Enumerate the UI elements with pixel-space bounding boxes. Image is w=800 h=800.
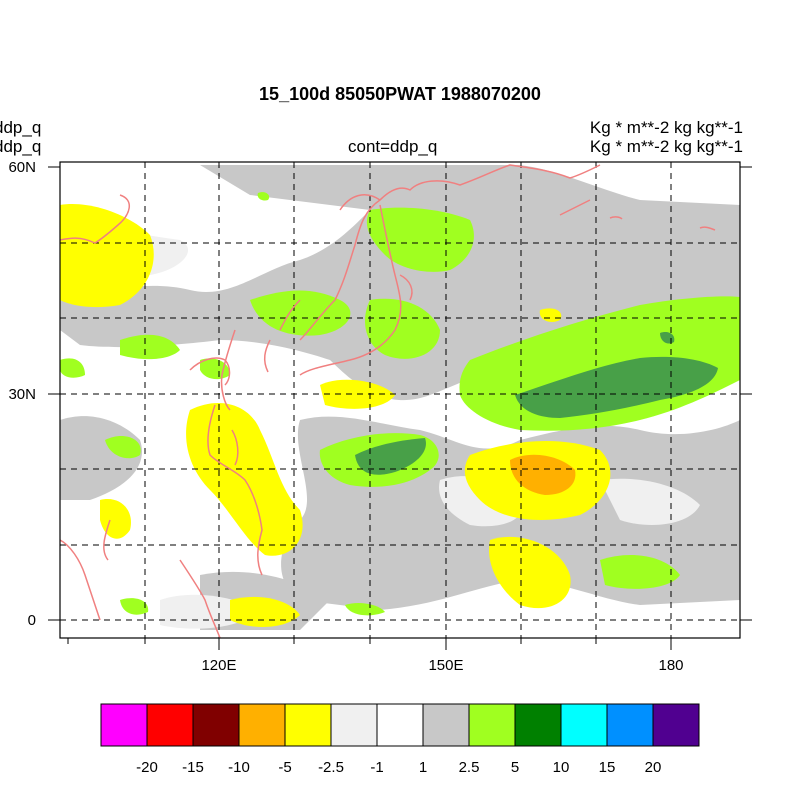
axis-ticks [48, 166, 752, 650]
colorbar-box [100, 703, 148, 747]
colorbar-label: -1 [370, 759, 383, 776]
colorbar-label: -15 [182, 759, 204, 776]
lat-tick-30n: 30N [8, 386, 36, 403]
colorbar-box [284, 703, 332, 747]
lon-tick-120e: 120E [201, 657, 236, 674]
colorbar-label: 1 [419, 759, 427, 776]
grid-lines [60, 162, 740, 638]
colorbar-label: -20 [136, 759, 158, 776]
coastlines [60, 164, 716, 638]
lon-tick-150e: 150E [428, 657, 463, 674]
colorbar-box [376, 703, 424, 747]
colorbar-label: -2.5 [318, 759, 344, 776]
colorbar-labels: -20 -15 -10 -5 -2.5 -1 1 2.5 5 10 15 20 [136, 759, 661, 776]
colorbar-box [238, 703, 286, 747]
colorbar-label: 15 [599, 759, 616, 776]
contour-fill [60, 162, 740, 638]
colorbar-box [468, 703, 516, 747]
units-label-2: Kg * m**-2 kg kg**-1 [589, 137, 743, 156]
colorbar-label: 5 [511, 759, 519, 776]
center-label: cont=ddp_q [348, 137, 438, 156]
colorbar-label: 10 [553, 759, 570, 776]
colorbar-box [514, 703, 562, 747]
colorbar-box [192, 703, 240, 747]
plot-title: 15_100d 85050PWAT 1988070200 [259, 84, 541, 104]
lat-tick-60n: 60N [8, 159, 36, 176]
colorbar-box [330, 703, 378, 747]
lon-tick-180: 180 [658, 657, 683, 674]
colorbar-box [560, 703, 608, 747]
colorbar-box [652, 703, 700, 747]
colorbar-box [146, 703, 194, 747]
map-frame [59, 161, 741, 639]
colorbar-label: -5 [278, 759, 291, 776]
left-label-2: ddp_q [0, 137, 42, 156]
colorbar-boxes [100, 703, 700, 747]
contour-orange-region [510, 454, 576, 495]
left-label-1: ddp_q [0, 118, 42, 137]
lat-tick-0: 0 [28, 612, 36, 629]
colorbar-label: 2.5 [459, 759, 480, 776]
colorbar-label: 20 [645, 759, 662, 776]
colorbar-box [606, 703, 654, 747]
units-label-1: Kg * m**-2 kg kg**-1 [589, 118, 743, 137]
colorbar-box [422, 703, 470, 747]
colorbar-label: -10 [228, 759, 250, 776]
